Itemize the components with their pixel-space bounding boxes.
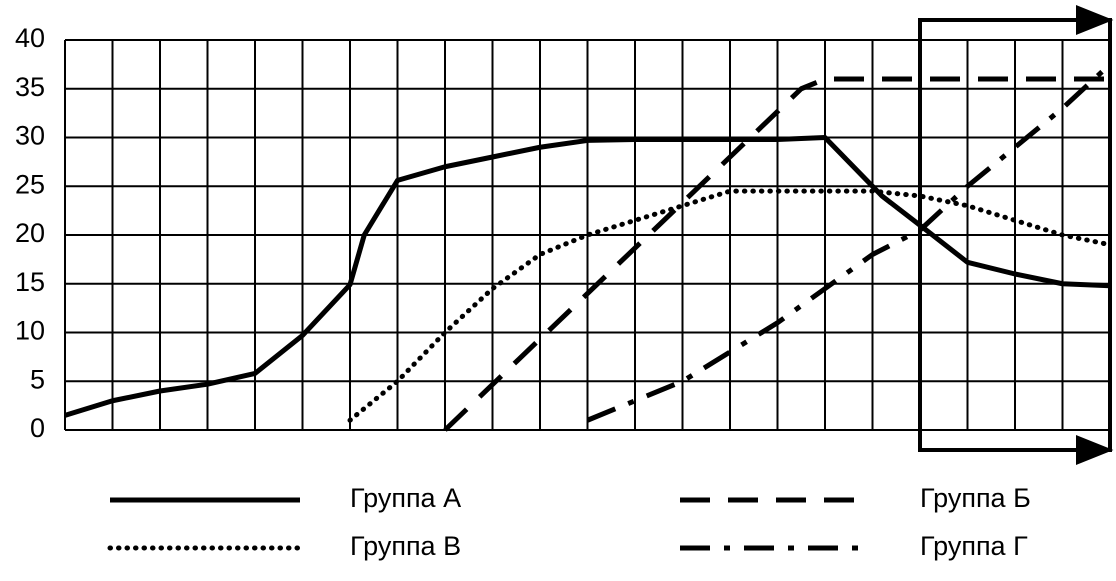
y-tick-label: 10 [15, 316, 45, 346]
legend-label: Группа А [350, 483, 461, 513]
series-line [64, 135, 1111, 418]
legend-label: Группа Б [920, 483, 1031, 513]
y-tick-label: 25 [15, 169, 45, 199]
series-line [586, 62, 1112, 423]
y-tick-label: 0 [30, 413, 45, 443]
legend-label: Группа Г [920, 531, 1028, 561]
y-tick-label: 5 [30, 364, 45, 394]
series-line [347, 188, 1113, 423]
legend-label: Группа В [350, 531, 461, 561]
y-tick-label: 40 [15, 23, 45, 53]
series-line [443, 76, 1110, 432]
y-tick-label: 35 [15, 72, 45, 102]
y-tick-label: 20 [15, 218, 45, 248]
y-tick-label: 15 [15, 267, 45, 297]
y-tick-label: 30 [15, 121, 45, 151]
